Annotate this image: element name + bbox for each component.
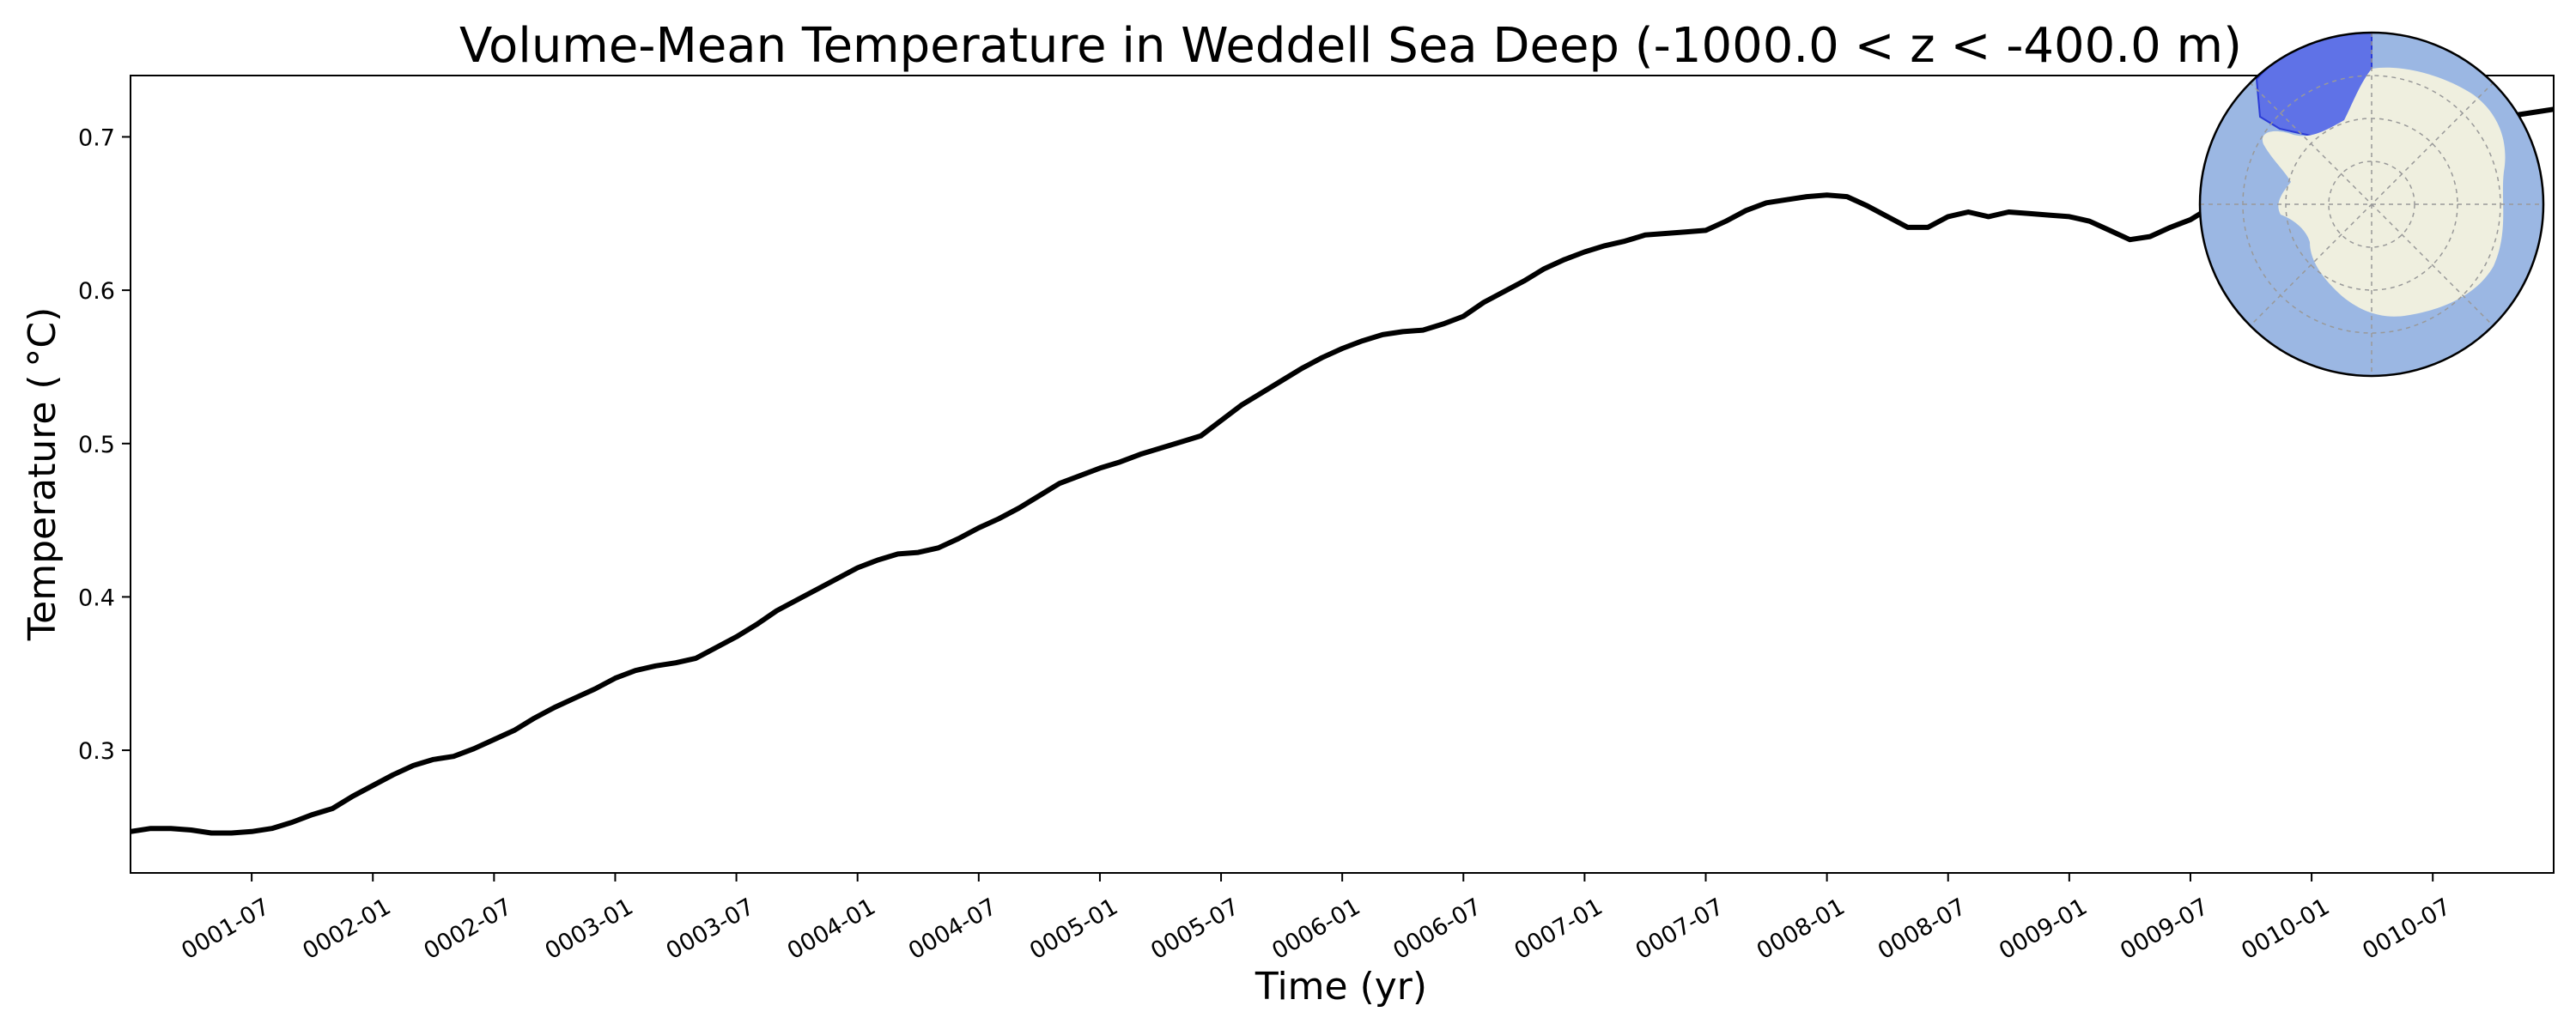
x-tick-label: 0005-07 xyxy=(1146,894,1243,965)
x-tick-label: 0010-07 xyxy=(2358,894,2455,965)
x-tick-label: 0004-07 xyxy=(904,894,1001,965)
x-axis-label: Time (yr) xyxy=(1255,965,1427,1009)
x-axis-ticks: 0001-07 0002-01 0002-07 0003-01 0003-07 0004-… xyxy=(177,873,2456,965)
x-tick-label: 0006-07 xyxy=(1388,894,1485,965)
y-tick-label: 0.5 xyxy=(78,432,115,458)
x-tick-label: 0003-07 xyxy=(662,894,759,965)
x-tick-label: 0004-01 xyxy=(783,894,880,965)
y-tick-label: 0.4 xyxy=(78,585,115,611)
plot-area: 0.30.40.50.60.7 0001-07 0002-01 0002-07 000… xyxy=(78,75,2555,965)
plot-frame xyxy=(130,75,2555,874)
x-tick-label: 0006-01 xyxy=(1267,894,1364,965)
y-tick-label: 0.7 xyxy=(78,124,115,151)
chart-title: Volume-Mean Temperature in Weddell Sea D… xyxy=(459,18,2242,74)
inset-map-antarctica xyxy=(2198,31,2545,378)
y-tick-label: 0.6 xyxy=(78,278,115,305)
x-tick-label: 0008-07 xyxy=(1874,894,1971,965)
series-line-temperature xyxy=(130,106,2555,836)
x-tick-label: 0010-01 xyxy=(2237,894,2334,965)
x-tick-label: 0008-01 xyxy=(1753,894,1850,965)
x-tick-label: 0009-07 xyxy=(2116,894,2213,965)
inset-map-graticule xyxy=(2200,33,2543,376)
x-tick-label: 0002-07 xyxy=(419,894,516,965)
inset-map-border xyxy=(2198,31,2545,378)
x-tick-label: 0003-01 xyxy=(541,894,638,965)
x-tick-label: 0009-01 xyxy=(1995,894,2092,965)
y-axis-ticks: 0.3 0.4 0.5 0.6 0.7 xyxy=(78,124,131,765)
x-tick-label: 0002-01 xyxy=(298,894,395,965)
x-tick-label: 0001-07 xyxy=(177,894,274,965)
y-tick-label: 0.3 xyxy=(78,738,115,765)
y-axis-label: Temperature ( °C) xyxy=(21,307,64,642)
x-tick-label: 0007-01 xyxy=(1510,894,1607,965)
x-tick-label: 0005-01 xyxy=(1025,894,1122,965)
x-tick-label: 0007-07 xyxy=(1631,894,1728,965)
